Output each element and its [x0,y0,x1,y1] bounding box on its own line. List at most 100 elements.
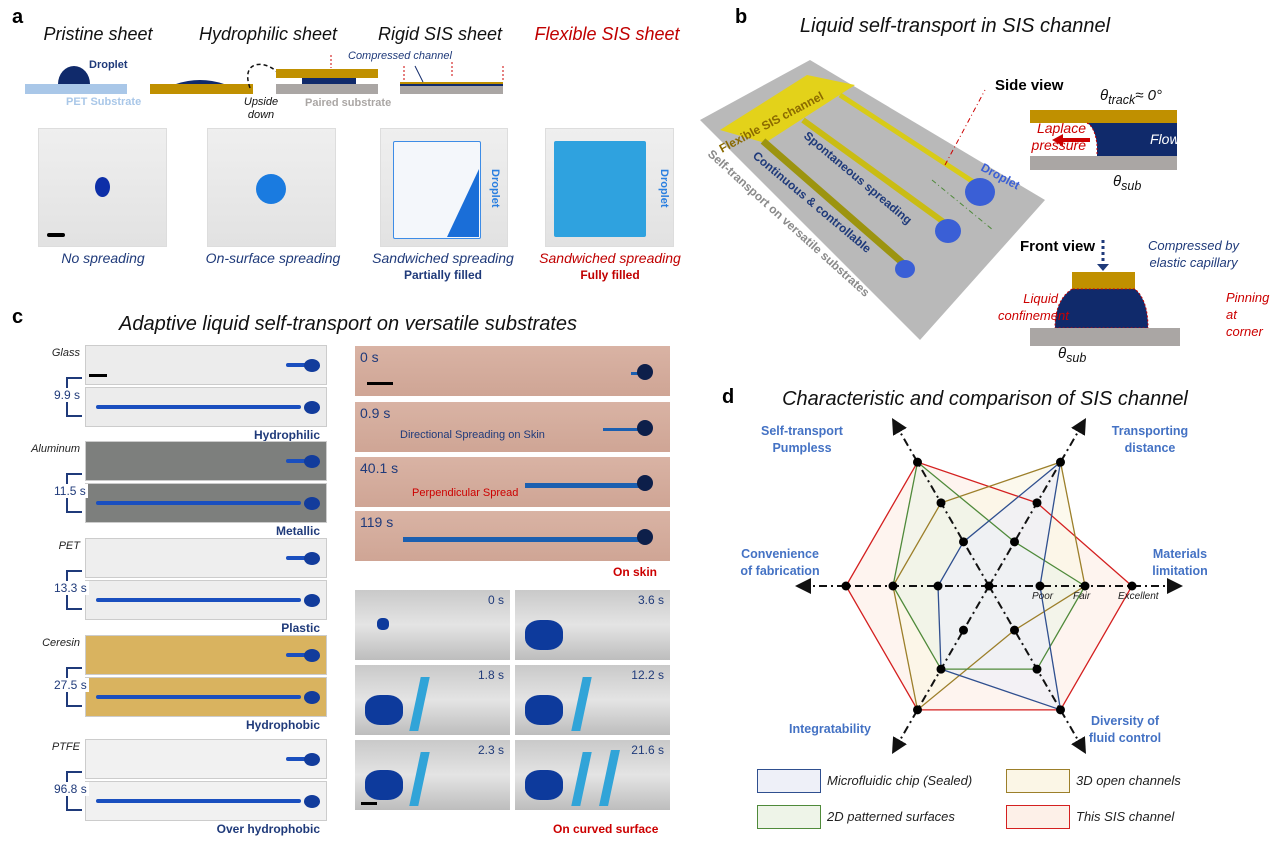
data-point [1080,581,1090,591]
substrate-name: PET [58,540,80,552]
level-fair: Fair [1073,591,1091,602]
substrate-name: Glass [51,347,80,359]
title-flexible-sis: Flexible SIS sheet [534,24,680,44]
axis-label-line: fluid control [1088,731,1162,745]
compressed-channel-label: Compressed channel [348,50,452,62]
theta-symbol: θ [1058,345,1067,362]
caption-no-spreading: No spreading [61,250,145,266]
caption-sandwiched-flexible: Sandwiched spreading [539,250,681,266]
scale-bar [367,382,393,385]
legend-swatch [1006,769,1070,793]
on-skin-label: On skin [613,565,658,579]
spreading-time: 96.8 s [52,782,89,796]
liquid-track [525,483,643,488]
substrate-plate [700,60,1045,340]
pet-substrate-label: PET Substrate [66,96,142,108]
curved-frame: 3.6 s [515,590,670,660]
panel-b-label: b [735,6,748,28]
caption-sandwiched: Sandwiched spreading [372,250,514,266]
data-point [933,581,943,591]
axis-label-materials: Materials limitation [1130,546,1230,580]
data-point [913,705,922,715]
data-point [1010,625,1019,635]
legend-swatch [757,769,821,793]
droplet [525,695,563,725]
upside-down-label: Upside down [243,96,279,121]
axis-label-line: of fabrication [740,564,820,578]
axis-label-line: distance [1124,441,1176,455]
spreading-time: 27.5 s [52,678,89,692]
strip-after [85,677,327,717]
curved-time: 21.6 s [631,743,664,757]
droplet [377,618,389,630]
droplet [304,795,320,808]
pinning-line1: Pinning [1226,290,1270,305]
front-view-title: Front view [1020,238,1096,255]
panel-d-label: d [722,386,735,408]
axis-label-integratability: Integratability [789,722,871,736]
theta-symbol: θ [1113,173,1122,190]
theta-track-label: θtrack≈ 0° [1100,87,1162,107]
subcaption-fully-filled: Fully filled [580,268,640,282]
rigid-liquid [302,78,356,84]
droplet [895,260,915,278]
laplace-arrow [1052,134,1063,146]
liquid-track [286,459,306,463]
liquid-track [603,428,643,431]
theta-subscript: track [1108,93,1136,107]
panel-b-title: Liquid self-transport in SIS channel [799,15,1111,37]
droplet [637,475,653,491]
axis-label-line: Self-transport [761,424,843,438]
substrate-class: Metallic [275,524,320,538]
hydrophilic-sheet [150,84,253,94]
on-curved-label: On curved surface [553,822,659,836]
skin-time: 119 s [360,514,394,530]
data-point [841,581,851,591]
strip-before [85,538,327,578]
data-point [1035,581,1045,591]
data-point [1056,705,1065,715]
curved-time: 2.3 s [477,743,504,757]
substrate-name: PTFE [51,741,80,753]
side-view-diagram [1030,110,1177,170]
droplet-label-rigid: Droplet [489,169,501,208]
theta-value: ≈ 0° [1135,87,1162,104]
axis-label-self-transport: Self-transport Pumpless [752,423,852,457]
data-point [1010,537,1019,547]
skin-frame: 0 s [355,346,670,396]
photo-hydrophilic [207,128,336,247]
side-view-pointer [944,89,986,166]
radar-center [984,581,994,591]
upside-down-arrow [247,63,278,89]
series-fill-0 [938,462,1061,710]
pinning-line2: at corner [1226,307,1263,339]
axis-label-line: limitation [1152,564,1208,578]
channel-pointer [414,65,424,83]
legend-label: 2D patterned surfaces [827,809,955,824]
droplet [304,649,320,662]
data-point [1056,457,1065,467]
pet-substrate [25,84,127,94]
data-point [1127,581,1137,591]
axis-label-convenience: Convenience of fabrication [730,546,830,580]
skin-time: 40.1 s [360,460,399,476]
perpendicular-label: Perpendicular Spread [412,487,519,499]
scale-bar [47,233,65,237]
droplet-label: Droplet [89,59,128,71]
front-view-diagram [1030,240,1180,346]
front-view-pointer [931,179,994,231]
droplet-shape [58,66,90,84]
sis-channel-header [720,75,855,143]
legend-label: This SIS channel [1076,809,1175,824]
data-point [936,498,946,508]
pinning-label: Pinning at corner [1226,289,1270,340]
curved-frame: 0 s [355,590,510,660]
data-point [1032,498,1042,508]
theta-subscript: sub [1121,179,1142,193]
substrate-class: Over hydrophobic [216,822,320,836]
axis-label-line: Materials [1152,547,1208,561]
droplet [637,364,653,380]
flow-label: Flow [1150,131,1180,147]
spreading-time: 11.5 s [52,484,88,498]
liquid-track [96,799,301,803]
